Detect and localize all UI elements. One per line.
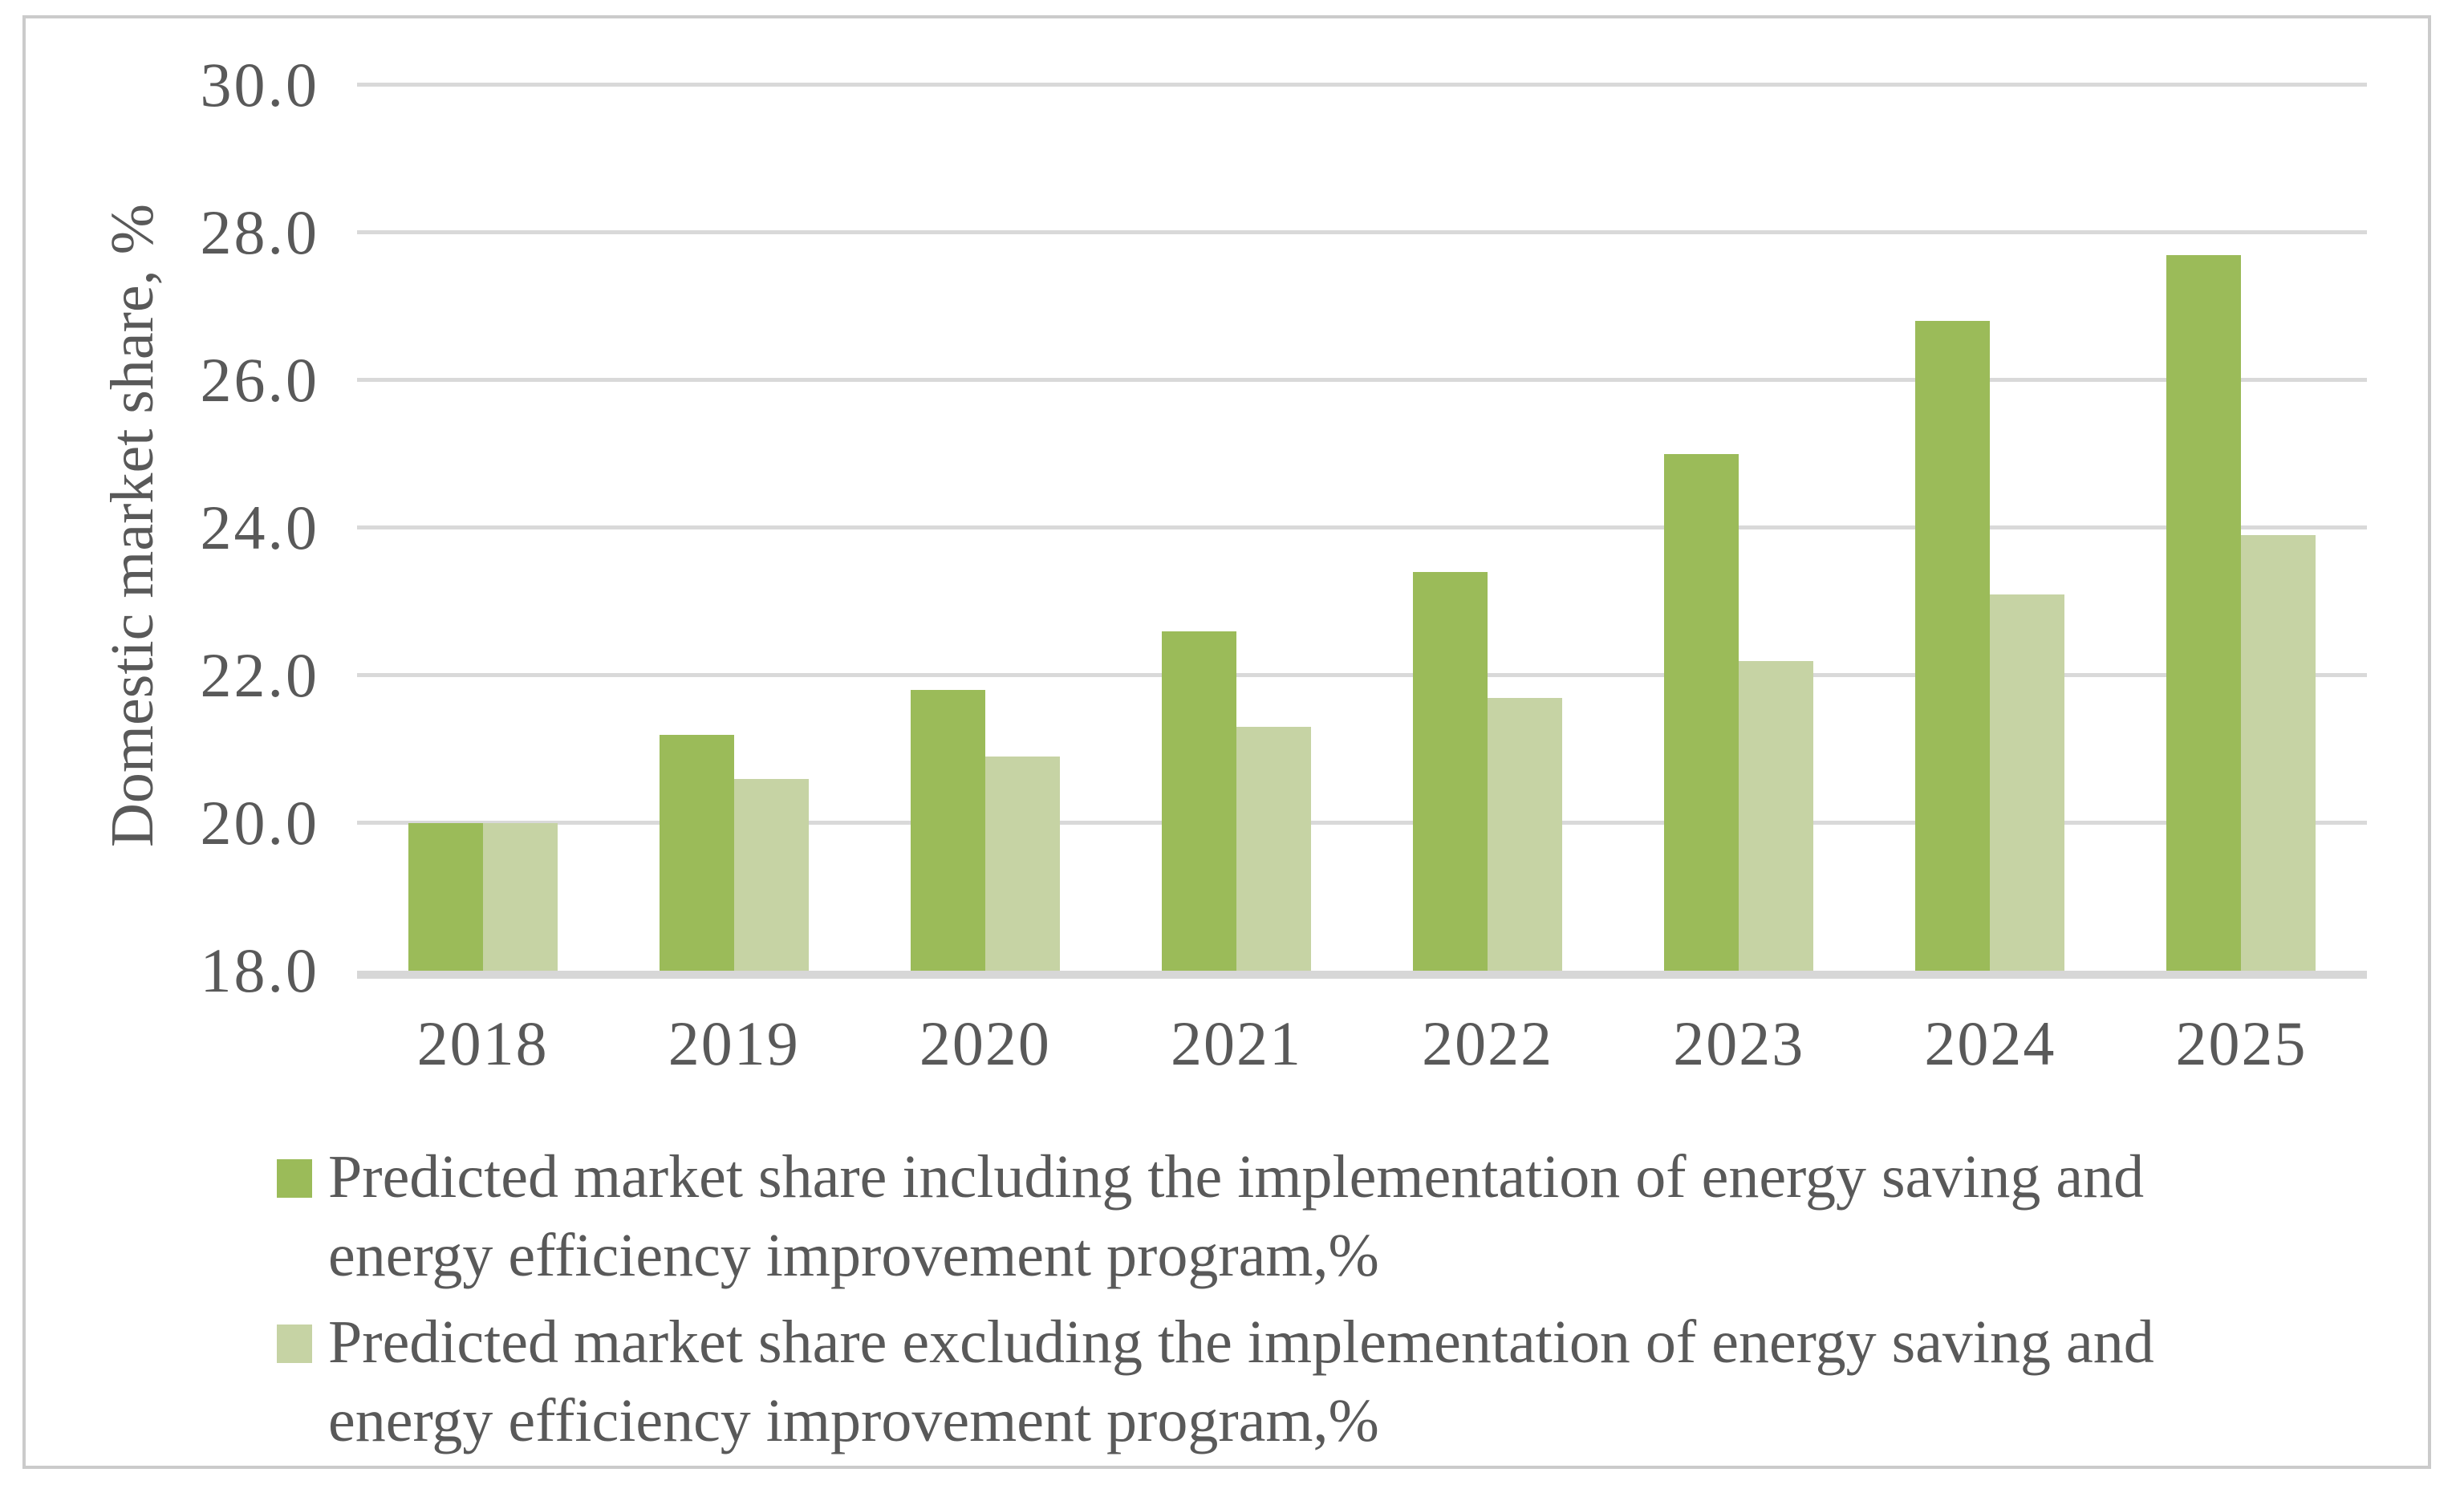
- bar-excluding-2019: [733, 778, 809, 971]
- legend-swatch-including-icon: [277, 1159, 312, 1198]
- bar-excluding-2024: [1990, 594, 2065, 971]
- legend-label-excluding: Predicted market share excluding the imp…: [328, 1303, 2154, 1460]
- x-label-2022: 2022: [1422, 1008, 1554, 1078]
- bar-excluding-2020: [984, 757, 1060, 971]
- bar-including-2019: [659, 734, 734, 971]
- bar-excluding-2023: [1739, 660, 1814, 971]
- bar-including-2024: [1915, 321, 1991, 971]
- legend-swatch-excluding-icon: [277, 1325, 312, 1363]
- x-label-2024: 2024: [1924, 1008, 2056, 1078]
- y-axis-tick-labels: 18.0 20.0 22.0 24.0 26.0 28.0 30.0: [0, 54, 319, 1002]
- gridline: [357, 378, 2367, 383]
- x-axis-labels: 2018 2019 2020 2021 2022 2023 2024 2025: [357, 1012, 2367, 1085]
- x-label-2019: 2019: [668, 1008, 800, 1078]
- bar-including-2020: [910, 690, 985, 971]
- bar-including-2021: [1161, 631, 1236, 971]
- legend: Predicted market share including the imp…: [277, 1138, 2251, 1468]
- legend-label-line: energy efficiency improvement program,%: [328, 1387, 1379, 1454]
- bar-excluding-2021: [1236, 727, 1311, 971]
- bar-including-2023: [1664, 454, 1739, 971]
- bar-including-2025: [2166, 254, 2242, 971]
- gridline: [357, 673, 2367, 678]
- bar-including-2018: [408, 823, 483, 971]
- x-axis-line: [357, 971, 2367, 979]
- y-tick-label: 26.0: [200, 345, 319, 415]
- y-tick-label: 30.0: [200, 50, 319, 120]
- bar-excluding-2025: [2241, 535, 2316, 971]
- legend-entry-including: Predicted market share including the imp…: [277, 1138, 2251, 1295]
- x-label-2020: 2020: [919, 1008, 1051, 1078]
- legend-label-line: Predicted market share excluding the imp…: [328, 1308, 2154, 1376]
- y-tick-label: 18.0: [200, 935, 319, 1005]
- bar-excluding-2022: [1488, 697, 1563, 971]
- plot-area: [357, 83, 2367, 979]
- gridline: [357, 821, 2367, 826]
- y-tick-label: 22.0: [200, 640, 319, 710]
- legend-label-line: Predicted market share including the imp…: [328, 1143, 2145, 1211]
- gridline: [357, 230, 2367, 234]
- gridline: [357, 83, 2367, 87]
- legend-label-including: Predicted market share including the imp…: [328, 1138, 2144, 1295]
- bar-including-2022: [1413, 572, 1488, 971]
- y-tick-label: 24.0: [200, 493, 319, 562]
- legend-label-line: energy efficiency improvement program,%: [328, 1222, 1379, 1289]
- x-label-2025: 2025: [2175, 1008, 2308, 1078]
- x-label-2023: 2023: [1673, 1008, 1805, 1078]
- x-label-2018: 2018: [416, 1008, 549, 1078]
- bar-excluding-2018: [482, 823, 558, 971]
- gridline: [357, 525, 2367, 529]
- x-label-2021: 2021: [1170, 1008, 1302, 1078]
- y-tick-label: 28.0: [200, 197, 319, 267]
- chart-border: [22, 15, 2431, 1469]
- legend-entry-excluding: Predicted market share excluding the imp…: [277, 1303, 2251, 1460]
- y-tick-label: 20.0: [200, 788, 319, 858]
